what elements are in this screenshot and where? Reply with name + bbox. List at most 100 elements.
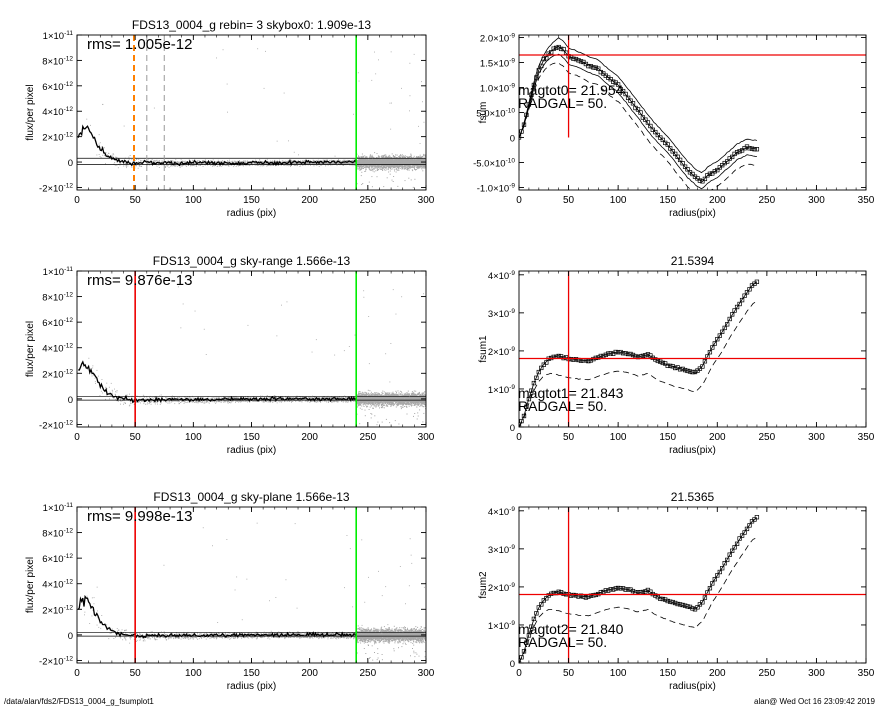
scatter-point [242, 163, 244, 165]
scatter-point [293, 164, 295, 166]
scatter-point [354, 164, 355, 166]
scatter-point [117, 167, 119, 169]
scatter-point [236, 161, 237, 163]
scatter-point [356, 183, 358, 185]
scatter-point [374, 152, 376, 154]
scatter-point [364, 166, 366, 168]
scatter-point [204, 162, 206, 164]
scatter-point [249, 162, 251, 164]
scatter-point [263, 164, 264, 166]
scatter-point [295, 163, 297, 165]
scatter-point [329, 163, 331, 165]
scatter-point [293, 151, 295, 153]
scatter-point [199, 160, 200, 162]
scatter-point [279, 161, 281, 162]
scatter-point [259, 160, 261, 162]
scatter-point [182, 160, 183, 162]
scatter-point [369, 156, 371, 158]
scatter-point [388, 154, 390, 156]
scatter-point [262, 162, 264, 164]
scatter-point [389, 167, 391, 169]
scatter-point [131, 166, 133, 168]
scatter-point [215, 162, 217, 164]
scatter-point [340, 161, 342, 162]
scatter-point [298, 163, 300, 165]
scatter-point [351, 160, 352, 162]
scatter-point [241, 161, 243, 162]
scatter-point [118, 158, 119, 160]
scatter-point [344, 159, 346, 161]
scatter-point [299, 166, 301, 167]
scatter-point [138, 161, 139, 163]
scatter-point [292, 160, 294, 162]
scatter-point [375, 73, 377, 75]
scatter-point [358, 157, 360, 158]
scatter-point [260, 163, 262, 164]
scatter-point [176, 164, 178, 166]
scatter-point [316, 163, 318, 165]
scatter-point [147, 159, 149, 161]
scatter-point [154, 161, 155, 163]
scatter-point [302, 164, 304, 166]
scatter-point [370, 168, 372, 170]
scatter-point [328, 163, 330, 164]
scatter-point [409, 62, 411, 64]
scatter-point [417, 166, 419, 168]
scatter-point [279, 163, 281, 165]
scatter-point [393, 165, 395, 167]
scatter-point [364, 158, 365, 160]
scatter-point [351, 160, 353, 162]
scatter-point [200, 163, 201, 164]
scatter-point [139, 164, 141, 166]
scatter-point [294, 163, 296, 164]
scatter-point [192, 164, 194, 166]
scatter-point [330, 160, 332, 162]
scatter-point [327, 162, 329, 163]
scatter-point [325, 159, 327, 161]
scatter-point [409, 95, 411, 97]
scatter-point [113, 163, 115, 165]
scatter-point [183, 161, 185, 163]
scatter-point [424, 154, 426, 156]
scatter-point [388, 156, 390, 158]
scatter-point [247, 160, 249, 162]
scatter-point [314, 160, 316, 162]
scatter-point [331, 163, 333, 164]
scatter-point [203, 162, 205, 164]
scatter-point [394, 157, 396, 158]
scatter-point [365, 156, 367, 158]
scatter-point [139, 166, 141, 167]
scatter-point [353, 163, 355, 165]
scatter-point [399, 159, 401, 161]
scatter-point [406, 164, 408, 166]
scatter-point [309, 162, 311, 164]
scatter-point [305, 162, 307, 164]
scatter-point [338, 162, 339, 164]
scatter-point [172, 160, 174, 162]
scatter-point [244, 162, 245, 164]
scatter-point [218, 163, 219, 164]
scatter-point [375, 170, 377, 172]
scatter-point [234, 160, 236, 162]
scatter-point [376, 157, 378, 158]
scatter-point [377, 162, 379, 164]
scatter-point [418, 156, 420, 158]
scatter-point [126, 167, 127, 169]
scatter-point [374, 164, 376, 166]
scatter-point [126, 165, 127, 167]
scatter-point [421, 160, 423, 162]
scatter-point [339, 163, 341, 165]
scatter-point [251, 161, 253, 162]
scatter-point [354, 161, 356, 163]
scatter-point [321, 163, 323, 164]
scatter-point [198, 164, 200, 166]
scatter-point [404, 165, 405, 167]
scatter-point [161, 160, 163, 162]
scatter-point [155, 161, 157, 163]
scatter-point [317, 163, 319, 165]
scatter-point [98, 154, 100, 155]
scatter-point [404, 160, 406, 162]
scatter-point [409, 110, 410, 112]
scatter-point [216, 166, 218, 167]
scatter-point [316, 164, 317, 166]
